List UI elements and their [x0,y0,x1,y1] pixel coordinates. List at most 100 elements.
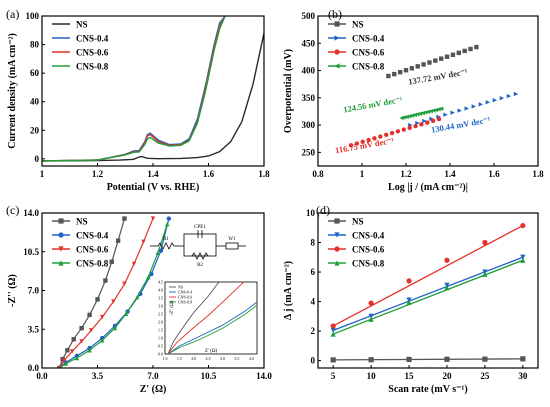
data-point [330,327,336,333]
inset-y-tick-label: 1.5 [158,328,163,333]
data-point [520,222,526,229]
data-point [95,297,100,302]
data-point [406,278,412,284]
y-tick-label: 450 [302,38,316,48]
x-tick-label: 1 [40,169,45,179]
y-tick-label: 8 [311,238,316,248]
y-tick-label: 2 [311,326,316,336]
legend-label: CNS-0.8 [352,259,385,269]
y-tick-label: 14.0 [23,208,39,218]
legend-label: CNS-0.8 [76,259,109,269]
inset-y-tick-label: 0.0 [158,352,163,357]
y-tick-label: 7.0 [28,286,40,296]
legend-label: CNS-0.6 [76,245,109,255]
data-point [436,116,442,122]
circuit-label: R2 [197,263,203,268]
data-point [471,104,476,109]
data-point [62,358,67,363]
y-tick-label: 40 [30,97,40,107]
data-point [150,216,156,221]
x-tick-label: 20 [442,371,452,381]
data-point [407,125,412,131]
y-tick-label: 0 [311,356,316,366]
circuit-label: R1 [163,237,169,242]
warburg-symbol [225,242,239,250]
data-point [74,355,80,361]
legend-marker [334,246,340,252]
y-tick-label: 10 [306,208,316,218]
y-tick-label: 0.0 [28,363,40,373]
data-point [397,69,403,75]
panel-c: 0.0 3.5 7.0 10.5 14.0 0.0 3.5 7.0 10.5 14.0 Z' (Ω)… [7,208,272,395]
y-tick-label: 300 [302,120,316,130]
data-point [111,299,116,304]
fit-line [332,256,524,331]
inset-frame [164,281,258,355]
data-point [378,134,383,139]
legend-label: CNS-0.4 [352,231,385,241]
data-point [158,248,164,253]
plot-frame [317,212,539,369]
data-point [499,95,505,101]
plot-frame [317,15,539,167]
fit-line [333,358,523,361]
x-tick-label: 1.6 [488,169,500,179]
inset-x-tick-label: 2.0 [191,356,196,361]
x-tick-label: 30 [518,371,528,381]
data-point [330,331,336,337]
data-point [462,48,467,54]
inset-x-axis-label: Z' (Ω) [205,349,218,354]
inset-x-tick-label: 3.0 [220,356,225,361]
data-point [419,122,424,127]
inset-y-tick-label: 3.0 [158,304,163,309]
data-point [431,108,436,113]
legend-label: CNS-0.4 [76,34,109,44]
inset-y-tick-label: 2.5 [158,312,163,317]
data-point [122,216,127,221]
x-tick-label: 1.4 [147,169,159,179]
slope-annotation: 137.72 mV dec⁻¹ [407,66,468,86]
y-tick-label: 4 [311,297,316,307]
x-tick-label: 1.6 [203,169,215,179]
fit-line [332,259,524,335]
y-tick-label: 100 [26,11,40,21]
legend-label: CNS-0.6 [352,245,385,255]
inset-legend-label: CNS-0.8 [178,300,192,305]
data-point [474,44,479,50]
y-tick-label: 6 [311,267,316,277]
data-point [100,338,105,343]
data-point [407,113,412,119]
data-point [423,110,428,115]
panel-label-d: (d) [316,203,330,217]
data-point [425,109,431,115]
data-point [109,259,114,264]
data-point [368,316,374,322]
data-point [444,356,450,362]
data-point [444,284,450,291]
legend-label: CNS-0.4 [352,34,385,44]
data-point [395,129,401,134]
x-tick-label: 3.5 [92,371,104,381]
plot-area-d [330,222,526,363]
data-point [520,356,526,362]
panel-b: 0.8 1 1.2 1.4 1.6 1.8 250 300 350 400 450 500 Log |j… [283,11,544,193]
slope-annotation: 116.75 mV dec⁻¹ [334,135,395,155]
x-tick-label: 10.5 [201,371,217,381]
data-point [134,294,140,300]
data-point [433,58,438,63]
legend-label: CNS-0.8 [76,62,109,72]
x-tick-label: 7.0 [147,371,159,381]
data-point [112,325,118,331]
inset-x-tick-label: 4.0 [249,356,254,361]
data-point [354,141,360,146]
inset-x-tick-label: 3.5 [234,356,239,361]
resistor-symbol [157,242,175,250]
y-axis-label: -Z'' (Ω) [7,274,18,307]
data-point [513,91,519,97]
data-point [131,261,137,267]
data-point [520,257,526,263]
data-point [439,106,444,111]
y-tick-label: 3.5 [28,324,40,334]
data-point [464,106,469,111]
data-point [429,116,434,122]
